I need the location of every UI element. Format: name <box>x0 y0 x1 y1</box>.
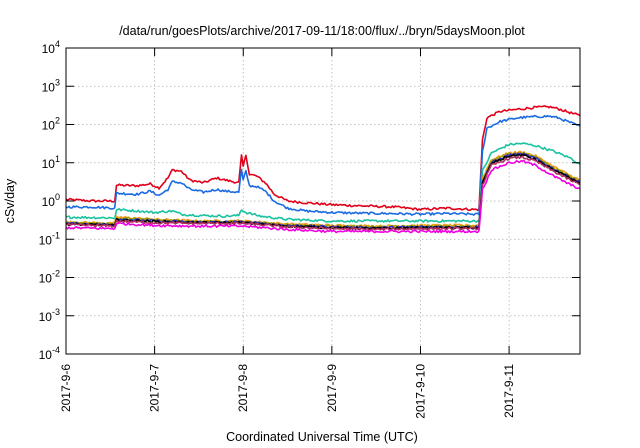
series-line-9 <box>65 159 581 234</box>
y-tick-exponent: -4 <box>52 345 60 355</box>
y-tick-exponent: 4 <box>55 39 60 49</box>
y-tick-base: 10 <box>42 195 56 209</box>
y-tick-base: 10 <box>39 348 53 362</box>
y-tick-base: 10 <box>42 157 56 171</box>
y-tick-exponent: -2 <box>52 269 60 279</box>
y-tick-label: 10-4 <box>39 345 60 362</box>
y-tick-label: 102 <box>42 116 60 133</box>
y-tick-base: 10 <box>42 119 56 133</box>
x-tick-label: 2017-9-11 <box>502 364 516 418</box>
y-tick-label: 100 <box>42 192 60 209</box>
series-line-2 <box>65 114 581 216</box>
x-tick-label: 2017-9-8 <box>236 364 250 412</box>
x-tick-label: 2017-9-7 <box>148 364 162 412</box>
y-tick-exponent: 1 <box>55 154 60 164</box>
y-tick-base: 10 <box>42 42 56 56</box>
y-axis-label: cSv/day <box>3 178 17 223</box>
y-tick-base: 10 <box>39 272 53 286</box>
y-tick-label: 103 <box>42 77 60 94</box>
x-tick-label: 2017-9-10 <box>413 364 427 419</box>
y-tick-exponent: 0 <box>55 192 60 202</box>
chart-title: /data/run/goesPlots/archive/2017-09-11/1… <box>119 24 525 38</box>
series-line-6 <box>65 152 581 230</box>
y-tick-exponent: 2 <box>55 116 60 126</box>
y-tick-label: 10-3 <box>39 307 60 324</box>
y-tick-exponent: 3 <box>55 77 60 87</box>
x-tick-label: 2017-9-6 <box>59 364 73 412</box>
series-line-5 <box>65 151 581 229</box>
gridlines <box>66 48 580 354</box>
x-tick-label: 2017-9-9 <box>325 364 339 412</box>
y-tick-exponent: -1 <box>52 230 60 240</box>
y-tick-label: 104 <box>42 39 60 56</box>
data-series <box>65 105 581 234</box>
series-line-3 <box>65 142 581 223</box>
series-line-8 <box>65 155 581 232</box>
y-tick-exponent: -3 <box>52 307 60 317</box>
y-tick-label: 101 <box>42 154 60 171</box>
y-tick-base: 10 <box>39 233 53 247</box>
y-tick-label: 10-2 <box>39 269 60 286</box>
y-tick-label: 10-1 <box>39 230 60 247</box>
y-tick-base: 10 <box>42 80 56 94</box>
y-tick-base: 10 <box>39 310 53 324</box>
series-line-1 <box>65 105 581 212</box>
x-axis-label: Coordinated Universal Time (UTC) <box>226 430 418 444</box>
